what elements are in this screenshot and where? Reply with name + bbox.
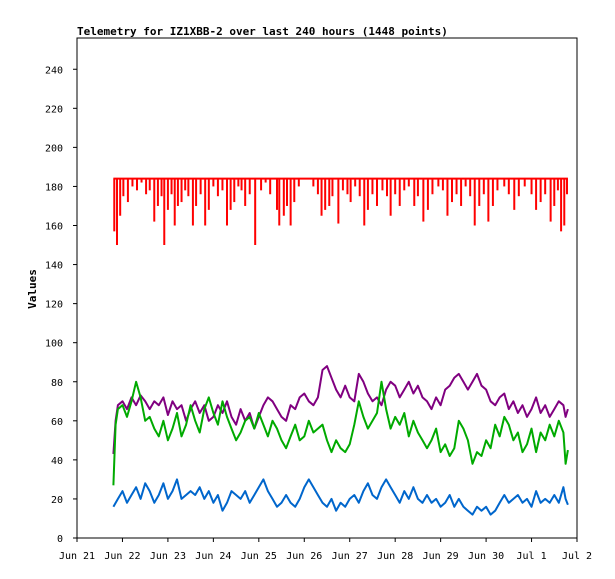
y-tick-label: 120 — [45, 300, 63, 311]
x-tick-label: Jun 23 — [150, 551, 186, 562]
y-tick-label: 0 — [57, 534, 63, 545]
y-tick-label: 220 — [45, 104, 63, 115]
x-tick-label: Jun 27 — [332, 551, 368, 562]
y-tick-label: 60 — [51, 417, 63, 428]
series-2-line — [112, 380, 569, 486]
y-tick-label: 80 — [51, 378, 63, 389]
x-tick-label: Jul 1 — [516, 551, 546, 562]
y-tick-label: 180 — [45, 182, 63, 193]
series-3-line — [112, 478, 569, 516]
y-tick-label: 200 — [45, 143, 63, 154]
y-tick-label: 240 — [45, 65, 63, 76]
x-tick-label: Jun 24 — [195, 551, 231, 562]
chart-title: Telemetry for IZ1XBB-2 over last 240 hou… — [77, 25, 448, 38]
y-tick-label: 100 — [45, 339, 63, 350]
y-tick-label: 40 — [51, 456, 63, 467]
x-tick-label: Jun 28 — [377, 551, 413, 562]
x-tick-label: Jun 30 — [468, 551, 504, 562]
plot-frame — [76, 37, 578, 539]
y-tick-label: 140 — [45, 261, 63, 272]
x-tick-label: Jun 26 — [286, 551, 322, 562]
x-axis: Jun 21 Jun 22 Jun 23 Jun 24 Jun 25 Jun 26 Jun … — [59, 538, 592, 562]
x-tick-label: Jun 29 — [423, 551, 459, 562]
x-tick-label: Jun 22 — [104, 551, 140, 562]
x-tick-label: Jun 21 — [59, 551, 95, 562]
y-axis-label: Values — [26, 269, 39, 309]
plot-series — [112, 177, 569, 516]
x-tick-label: Jul 2 — [562, 551, 592, 562]
x-tick-label: Jun 25 — [241, 551, 277, 562]
series-1-line — [112, 365, 569, 455]
y-tick-label: 20 — [51, 495, 63, 506]
y-tick-label: 160 — [45, 222, 63, 233]
y-axis: 0 20 40 60 80 100 120 140 160 180 200 220 240 — [45, 65, 77, 545]
